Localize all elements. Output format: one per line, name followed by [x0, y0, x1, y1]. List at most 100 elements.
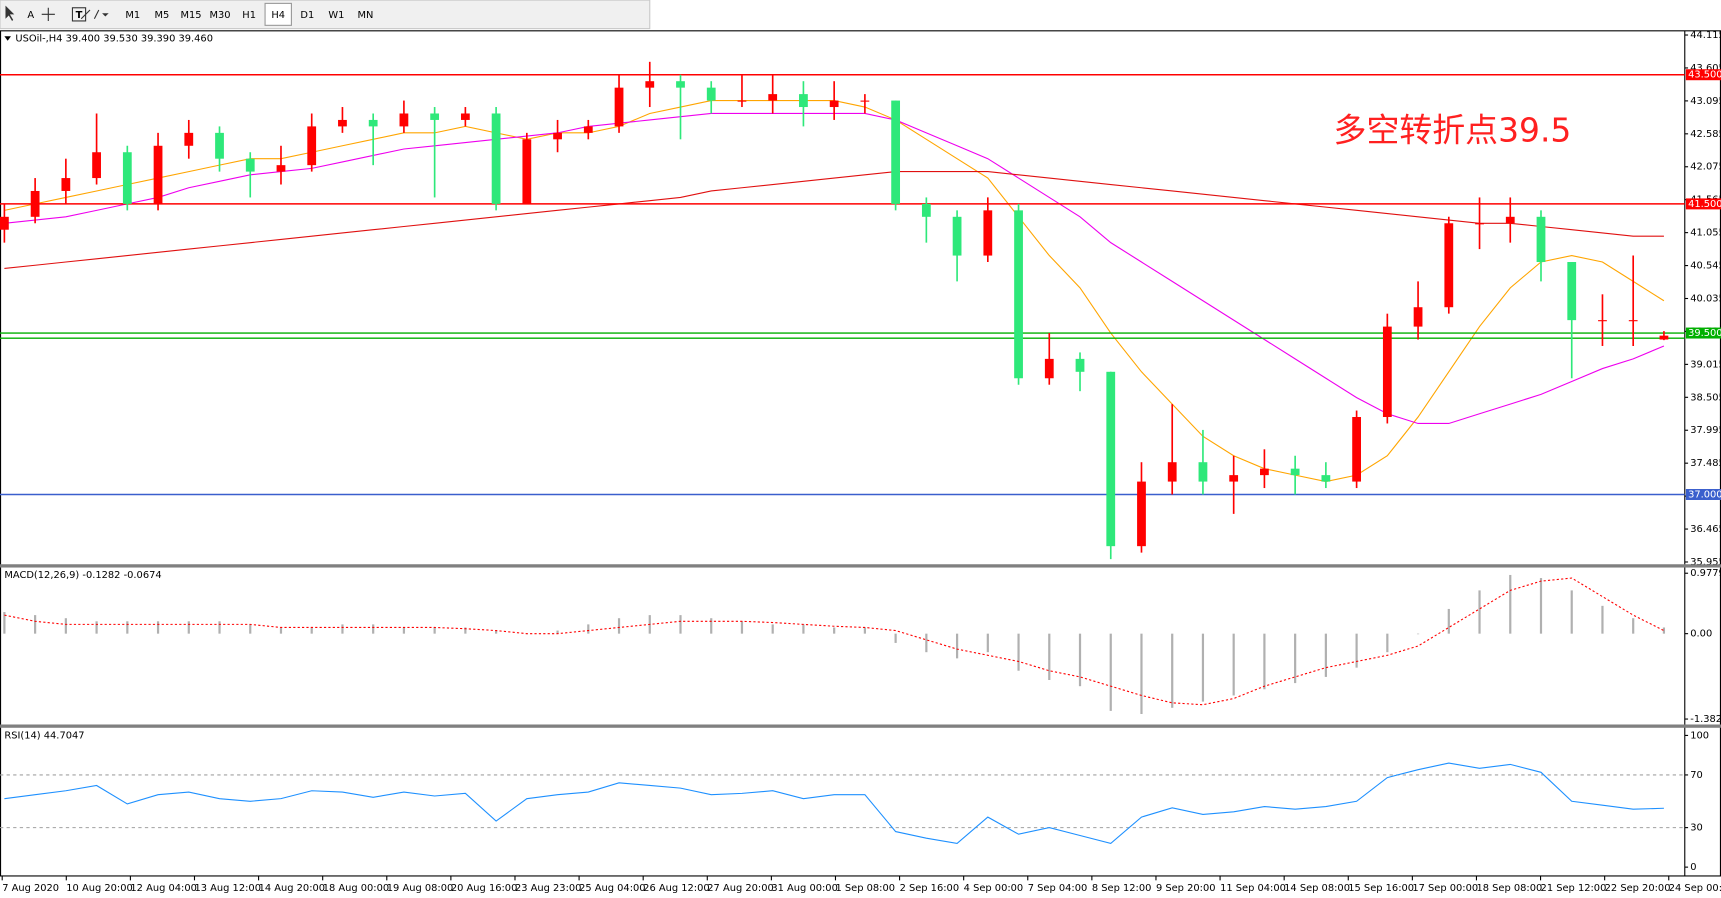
cursor-icon[interactable]: [5, 5, 15, 21]
toolbar-button[interactable]: M15: [180, 10, 201, 21]
candle-body: [1014, 210, 1023, 379]
macd-bar: [1416, 633, 1420, 635]
macd-bar: [1632, 618, 1635, 634]
toolbar-button[interactable]: M1: [125, 10, 140, 21]
candle-body: [1290, 468, 1300, 476]
x-tick-label: 31 Aug 00:00: [771, 883, 837, 894]
toolbar-button[interactable]: W1: [328, 10, 344, 21]
toolbar-button[interactable]: H4: [271, 10, 285, 21]
x-tick-label: 18 Aug 00:00: [323, 883, 389, 894]
candle-body: [1321, 475, 1331, 482]
candle-body: [245, 158, 255, 172]
candle-body: [1475, 223, 1484, 225]
macd-bar: [925, 633, 928, 653]
macd-bar: [587, 624, 590, 634]
candle-body: [1628, 320, 1638, 322]
candle-body: [829, 100, 839, 108]
y-tick-label: 37.995: [1690, 425, 1721, 436]
toolbar-button[interactable]: M30: [210, 10, 231, 21]
toolbar-button[interactable]: H1: [242, 10, 256, 21]
y-tick-label: 0.9779: [1690, 568, 1721, 579]
candle-body: [430, 113, 440, 120]
macd-bar: [3, 612, 6, 634]
macd-bar: [1263, 633, 1266, 690]
macd-bar: [64, 618, 67, 634]
y-tick-label: 43.095: [1690, 96, 1721, 107]
level-label-box: [1685, 327, 1721, 339]
macd-bar: [95, 621, 98, 634]
macd-bar: [1386, 633, 1389, 653]
y-tick-label: 100: [1690, 730, 1709, 741]
candle-body: [891, 100, 901, 204]
x-tick-label: 13 Aug 12:00: [194, 883, 260, 894]
x-tick-label: 19 Aug 08:00: [387, 883, 453, 894]
candle-body: [921, 203, 931, 217]
title-arrow: [4, 36, 11, 41]
candle-body: [1167, 462, 1177, 482]
dropdown-arrow[interactable]: [102, 13, 109, 17]
candle-body: [92, 152, 101, 179]
macd-bar: [1355, 633, 1358, 668]
candle-body: [491, 113, 501, 204]
toolbar-button[interactable]: A: [27, 10, 34, 21]
x-tick-label: 17 Sep 00:00: [1412, 883, 1478, 894]
macd-bar: [1140, 633, 1143, 714]
candle-body: [1536, 216, 1546, 263]
macd-bar: [156, 621, 160, 634]
toolbar-button[interactable]: D1: [300, 10, 314, 21]
macd-bar: [1662, 627, 1666, 634]
y-tick-label: 42.585: [1690, 129, 1721, 140]
level-label-box: [1685, 198, 1721, 210]
candle-body: [768, 94, 778, 101]
candle-body: [1505, 216, 1515, 224]
candle-body: [1044, 358, 1054, 379]
candle-body: [1075, 358, 1085, 372]
x-tick-label: 12 Aug 04:00: [130, 883, 196, 894]
toolbar-button[interactable]: M5: [155, 10, 170, 21]
toolbar-button[interactable]: MN: [358, 10, 374, 21]
macd-bar: [341, 624, 344, 634]
candle-body: [215, 132, 224, 159]
x-tick-label: 25 Aug 04:00: [579, 883, 645, 894]
candle-body: [1444, 223, 1454, 308]
x-tick-label: 14 Sep 08:00: [1284, 883, 1350, 894]
y-tick-label: -1.382: [1690, 714, 1721, 725]
macd-bar: [894, 633, 897, 643]
crosshair-icon[interactable]: [41, 7, 55, 21]
x-tick-label: 24 Sep 00:00: [1669, 883, 1721, 894]
macd-bar: [1324, 633, 1327, 677]
rsi-line: [4, 762, 1664, 845]
candle-body: [1198, 462, 1208, 482]
macd-bar: [1017, 633, 1020, 671]
panel-title: RSI(14) 44.7047: [4, 730, 84, 741]
macd-bar: [279, 627, 283, 634]
toolbar-button-active[interactable]: [264, 2, 292, 26]
text-icon-glyph: T: [76, 10, 83, 21]
level-label: 43.500: [1688, 70, 1721, 81]
candle-body: [614, 87, 624, 127]
candle-body: [30, 190, 40, 217]
objects-icon[interactable]: [80, 9, 100, 20]
y-tick-label: 42.075: [1690, 162, 1721, 173]
x-tick-label: 10 Aug 20:00: [66, 883, 132, 894]
candle-body: [1260, 468, 1269, 476]
candle-body: [61, 178, 71, 191]
macd-bar: [955, 633, 959, 659]
candle-body: [0, 216, 9, 230]
x-tick-label: 23 Aug 23:00: [515, 883, 581, 894]
macd-bar: [1601, 605, 1604, 634]
macd-bar: [986, 633, 989, 653]
candle-body: [676, 81, 685, 88]
macd-bar: [1109, 633, 1112, 711]
macd-bar: [126, 621, 129, 634]
macd-bar: [1509, 574, 1512, 634]
level-label: 39.500: [1688, 328, 1721, 339]
macd-bar: [187, 621, 190, 634]
candle-body: [952, 216, 962, 256]
toolbar: [0, 0, 651, 30]
macd-bar: [218, 621, 221, 634]
candle-body: [307, 126, 317, 166]
macd-bar: [249, 624, 252, 634]
